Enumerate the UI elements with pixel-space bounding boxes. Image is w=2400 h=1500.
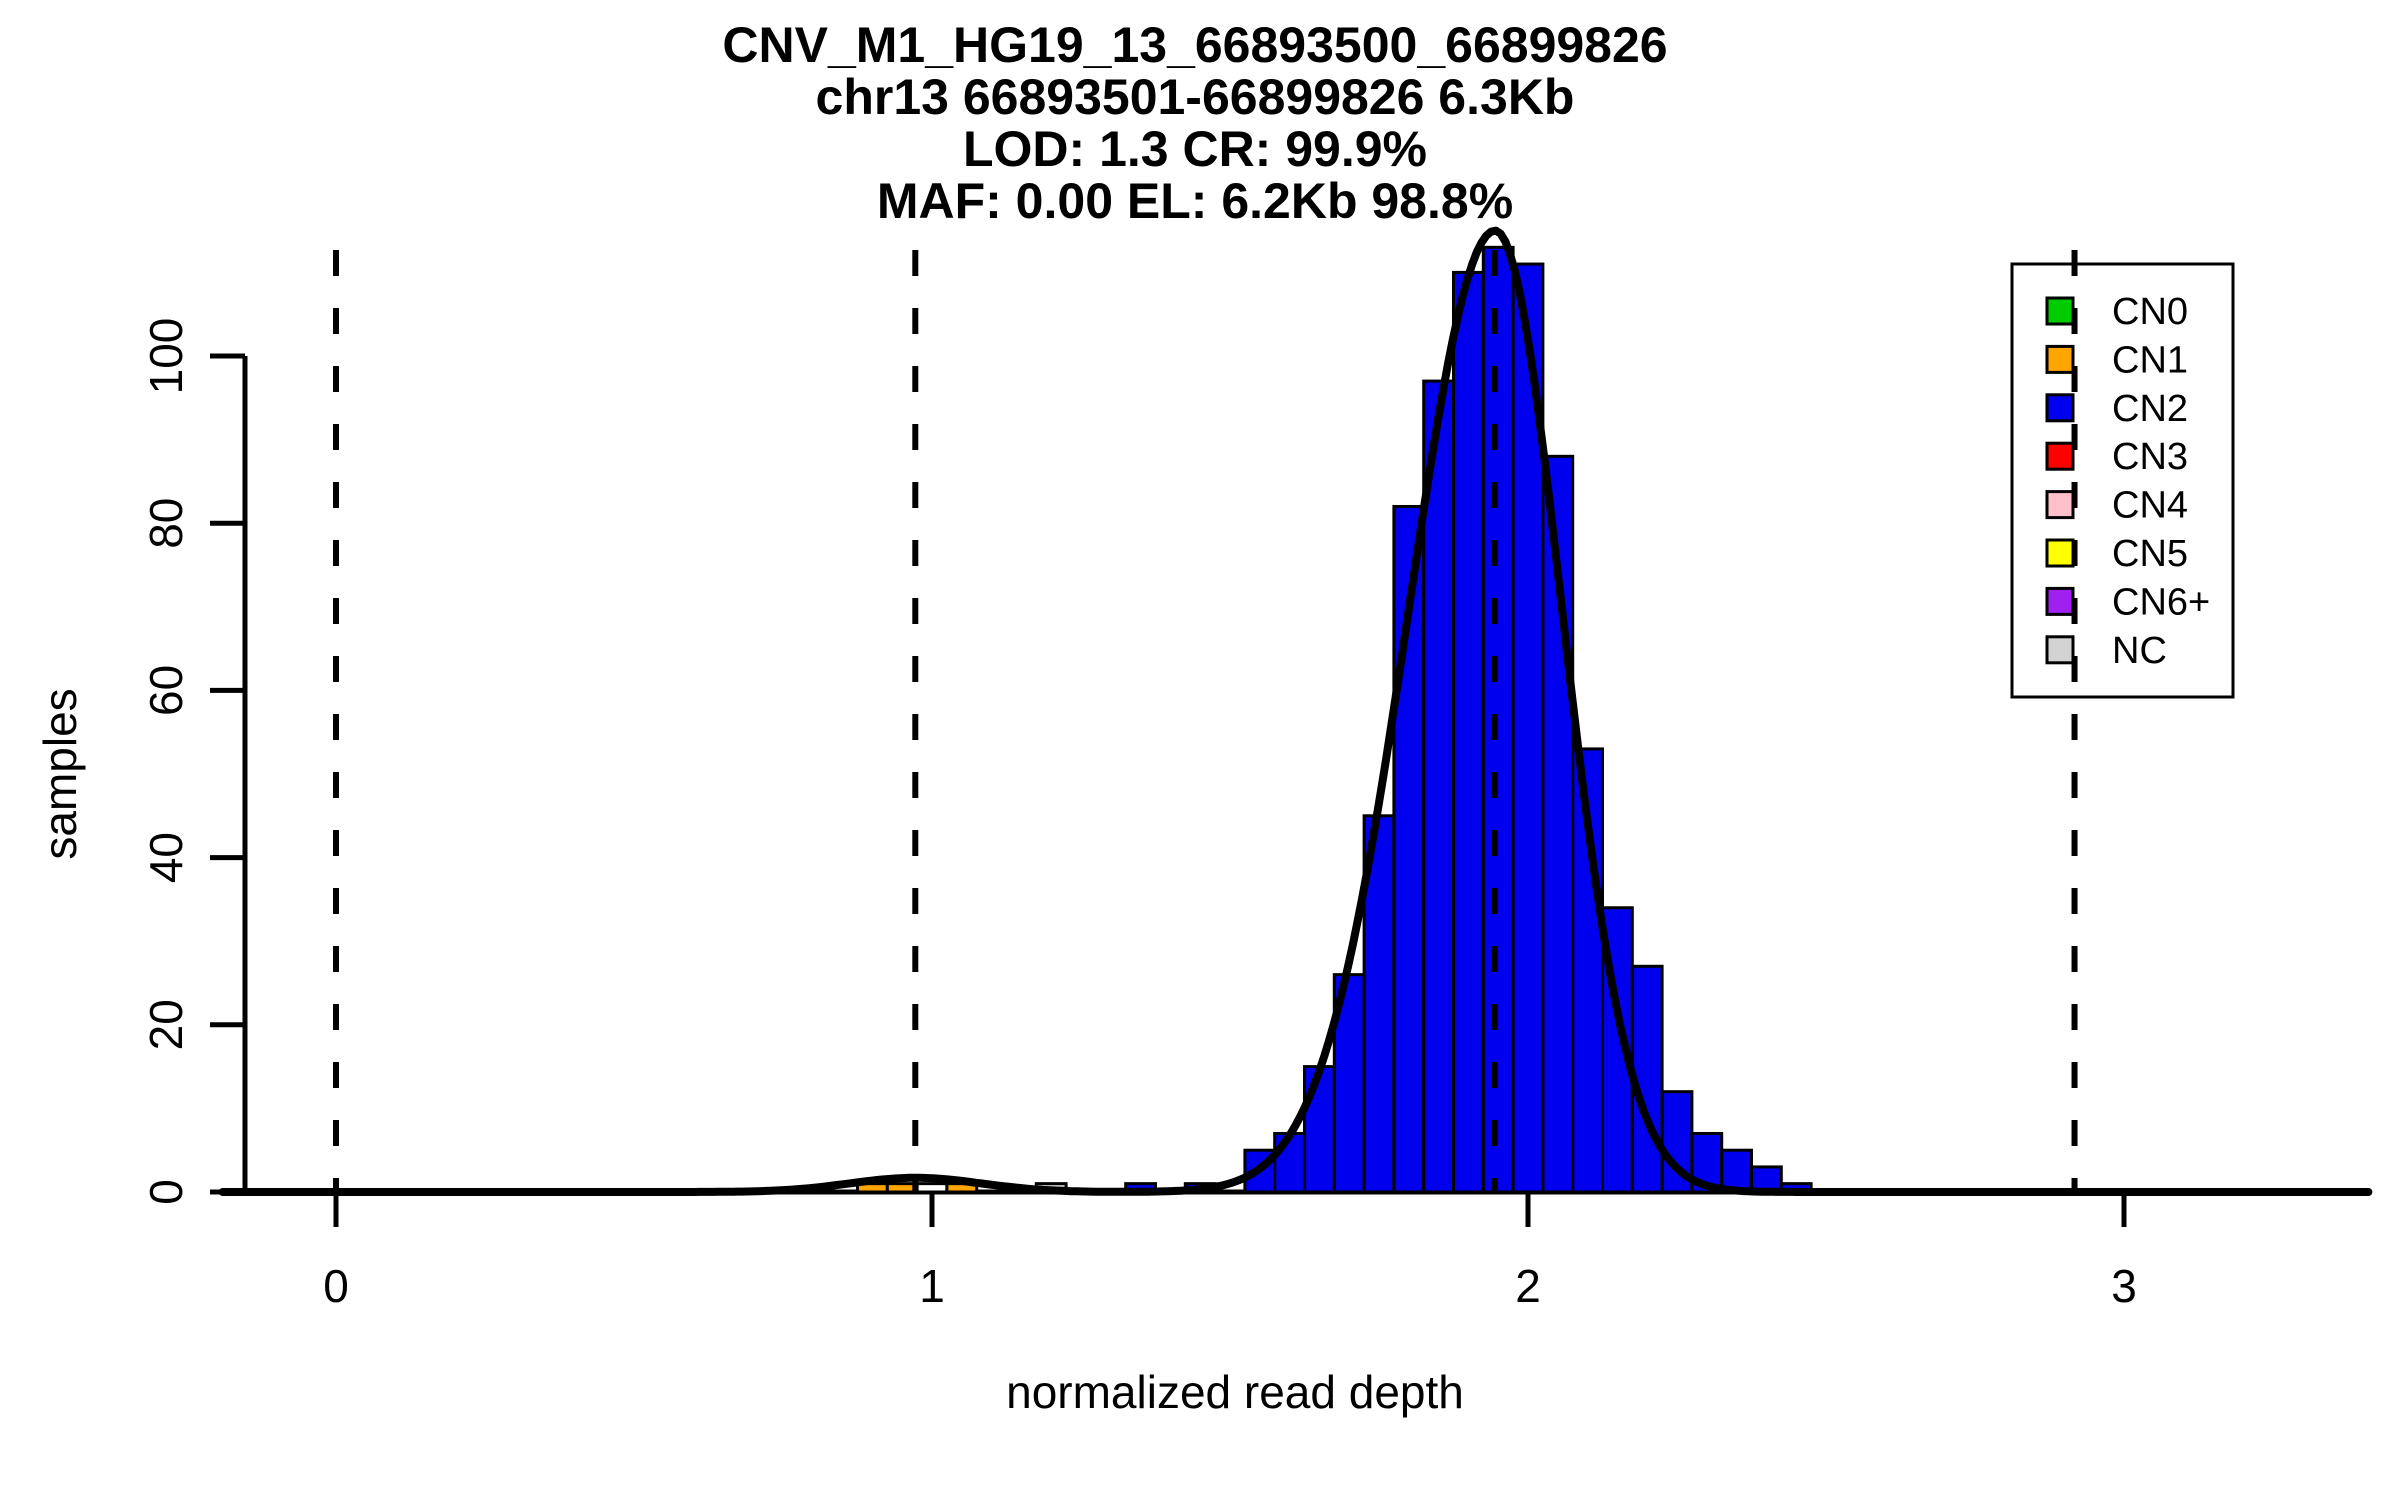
histogram-bar-cn2 xyxy=(1481,245,1515,1194)
legend-label: CN3 xyxy=(2112,436,2188,478)
x-tick-label: 0 xyxy=(323,1260,349,1312)
x-axis-title: normalized read depth xyxy=(1006,1366,1464,1418)
y-tick-label: 60 xyxy=(140,665,192,716)
legend-swatch-cn3 xyxy=(2045,441,2075,471)
legend-swatch-cn0 xyxy=(2045,296,2075,326)
density-fit-curve xyxy=(218,226,2373,1196)
legend-box: CN0 CN1 CN2 CN3 CN4 CN5 CN6+ NC xyxy=(2010,262,2235,699)
legend-label: CN6+ xyxy=(2112,581,2210,623)
histogram-bar-cn2 xyxy=(1452,270,1485,1194)
fit-curve xyxy=(218,226,2373,1196)
histogram-bars xyxy=(856,245,1813,1194)
plot-titles: CNV_M1_HG19_13_66893500_66899826 chr13 6… xyxy=(722,17,1667,229)
legend-swatch-cn2 xyxy=(2045,393,2075,423)
legend-swatch-cn5 xyxy=(2045,538,2075,568)
title-line-1: CNV_M1_HG19_13_66893500_66899826 xyxy=(722,17,1667,73)
histogram-bar-cn2 xyxy=(1511,262,1545,1194)
y-tick-label: 40 xyxy=(140,832,192,883)
title-line-4: MAF: 0.00 EL: 6.2Kb 98.8% xyxy=(877,173,1513,229)
y-tick-label: 80 xyxy=(140,498,192,549)
legend-label: NC xyxy=(2112,630,2167,672)
legend-label: CN0 xyxy=(2112,291,2188,333)
legend-label: CN1 xyxy=(2112,339,2188,381)
y-tick-label: 100 xyxy=(140,318,192,395)
x-tick-label: 3 xyxy=(2111,1260,2137,1312)
histogram-bar-cn2 xyxy=(1392,504,1426,1194)
legend-label: CN5 xyxy=(2112,533,2188,575)
copy-number-reference-lines xyxy=(333,250,2078,1192)
y-axis-title: samples xyxy=(34,688,86,859)
histogram-bar-cn2 xyxy=(1571,747,1604,1194)
y-tick-label: 20 xyxy=(140,999,192,1050)
histogram-bar-none xyxy=(915,1182,949,1194)
legend-swatch-cn1 xyxy=(2045,344,2075,374)
axis-titles: normalized read depth samples xyxy=(34,688,1464,1418)
x-tick-label: 2 xyxy=(1515,1260,1541,1312)
title-line-3: LOD: 1.3 CR: 99.9% xyxy=(963,121,1427,177)
title-line-2: chr13 66893501-66899826 6.3Kb xyxy=(816,69,1575,125)
legend-label: CN4 xyxy=(2112,485,2188,527)
legend-swatch-nc xyxy=(2045,635,2075,665)
histogram-bar-cn2 xyxy=(1303,1065,1336,1194)
x-tick-label: 1 xyxy=(919,1260,945,1312)
legend-label: CN2 xyxy=(2112,388,2188,430)
legend-swatch-cn6plus xyxy=(2045,586,2075,616)
legend-frame xyxy=(2010,262,2235,699)
legend-swatch-cn4 xyxy=(2045,490,2075,520)
y-tick-label: 0 xyxy=(140,1179,192,1205)
